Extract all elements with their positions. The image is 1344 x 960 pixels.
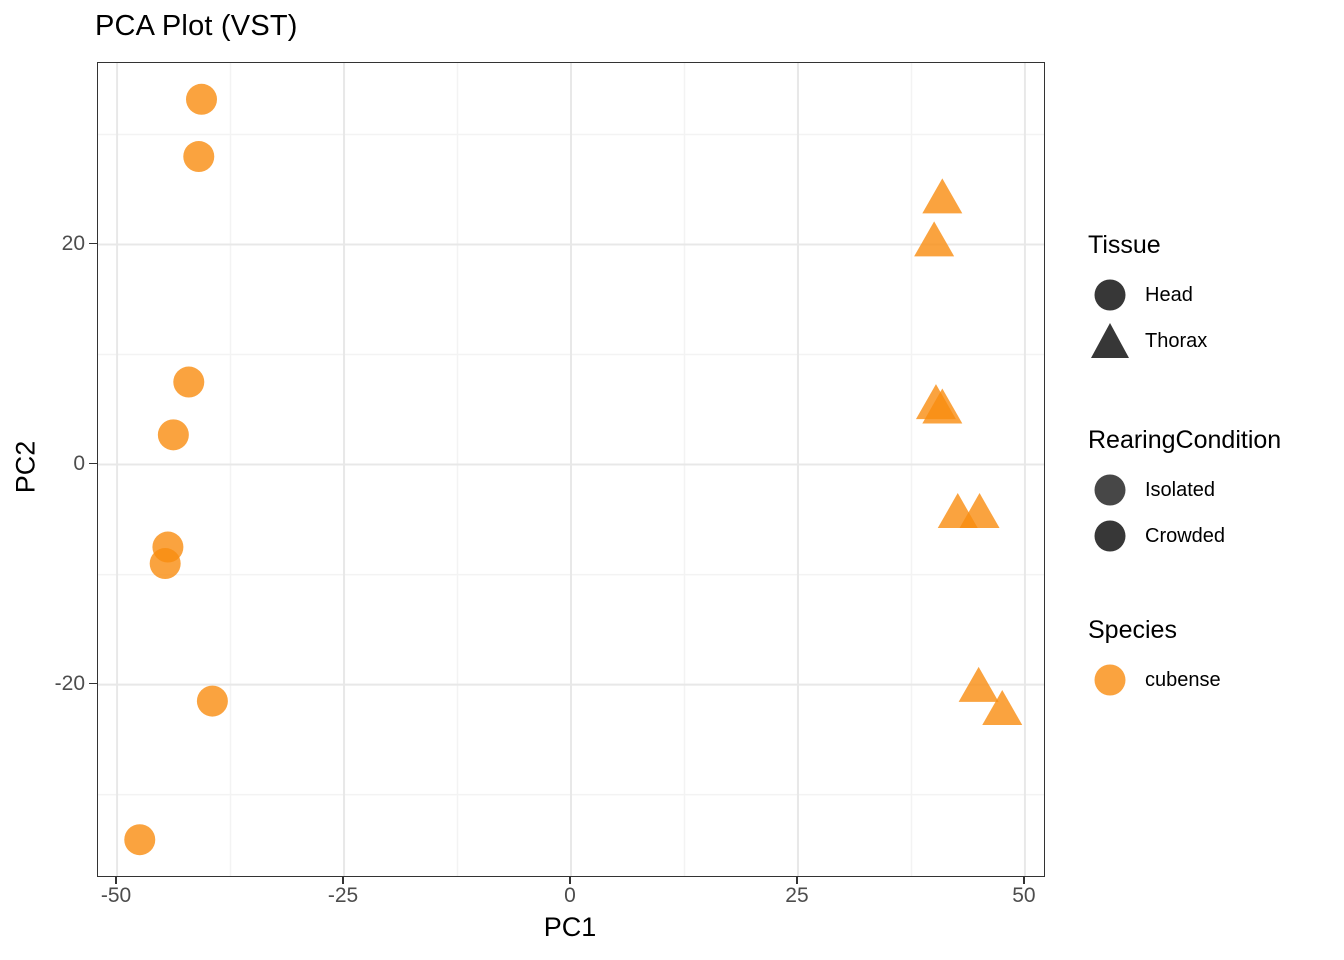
legend-item-cubense: cubense bbox=[1088, 657, 1221, 703]
legend-title-species: Species bbox=[1088, 616, 1177, 644]
x-axis-tick bbox=[115, 876, 117, 884]
scatter-plot bbox=[98, 63, 1044, 876]
y-axis-tick bbox=[89, 462, 97, 465]
y-axis-tick bbox=[89, 682, 97, 685]
crowded-circle-icon bbox=[1094, 520, 1126, 552]
legend-item-thorax: Thorax bbox=[1088, 318, 1207, 364]
y-axis-title: PC2 bbox=[10, 440, 41, 494]
legend-group-tissue: Tissue Head Thorax bbox=[1088, 231, 1207, 364]
legend-title-tissue: Tissue bbox=[1088, 231, 1161, 259]
isolated-circle-icon bbox=[1094, 474, 1126, 506]
legend-label-crowded: Crowded bbox=[1145, 524, 1226, 547]
x-tick-label: -25 bbox=[327, 884, 359, 907]
data-point-head bbox=[173, 366, 205, 398]
data-point-thorax bbox=[922, 388, 963, 424]
data-point-thorax bbox=[959, 493, 1000, 529]
x-axis-tick bbox=[569, 876, 571, 884]
y-tick-label: 20 bbox=[61, 231, 85, 255]
data-point-head bbox=[183, 141, 215, 173]
head-circle-icon bbox=[1094, 279, 1126, 311]
legend-group-rearing-condition: RearingCondition Isolated Crowded bbox=[1088, 426, 1281, 559]
data-point-head bbox=[124, 824, 156, 856]
legend-label-cubense: cubense bbox=[1145, 668, 1221, 691]
data-point-thorax bbox=[914, 221, 955, 257]
x-axis-title: PC1 bbox=[543, 912, 597, 942]
legend-item-crowded: Crowded bbox=[1088, 513, 1281, 559]
x-axis-tick bbox=[1023, 876, 1025, 884]
cubense-circle-icon bbox=[1094, 664, 1126, 696]
y-tick-label: -20 bbox=[54, 671, 85, 695]
data-point-head bbox=[157, 419, 189, 451]
legend-title-rearing-condition: RearingCondition bbox=[1088, 426, 1282, 454]
legend-group-species: Species cubense bbox=[1088, 616, 1221, 703]
data-point-head bbox=[185, 83, 217, 115]
data-point-head bbox=[196, 685, 228, 717]
x-tick-label: 50 bbox=[1012, 884, 1036, 907]
legend-label-isolated: Isolated bbox=[1145, 478, 1216, 501]
x-tick-label: -50 bbox=[100, 884, 132, 907]
y-tick-label: 0 bbox=[73, 451, 85, 475]
data-point-thorax bbox=[922, 178, 963, 214]
chart-title: PCA Plot (VST) bbox=[95, 10, 298, 42]
x-tick-label: 0 bbox=[564, 884, 576, 907]
legend-item-head: Head bbox=[1088, 272, 1207, 318]
x-axis-tick bbox=[342, 876, 344, 884]
y-axis-tick bbox=[89, 242, 97, 245]
legend-item-isolated: Isolated bbox=[1088, 467, 1281, 513]
x-tick-label: 25 bbox=[785, 884, 809, 907]
data-point-thorax bbox=[982, 689, 1023, 725]
thorax-triangle-icon bbox=[1091, 323, 1129, 358]
legend-label-thorax: Thorax bbox=[1145, 329, 1208, 352]
data-point-thorax bbox=[958, 666, 999, 702]
legend-label-head: Head bbox=[1145, 283, 1193, 306]
data-point-head bbox=[149, 548, 181, 580]
x-axis-tick bbox=[796, 876, 798, 884]
plot-panel bbox=[97, 62, 1045, 877]
